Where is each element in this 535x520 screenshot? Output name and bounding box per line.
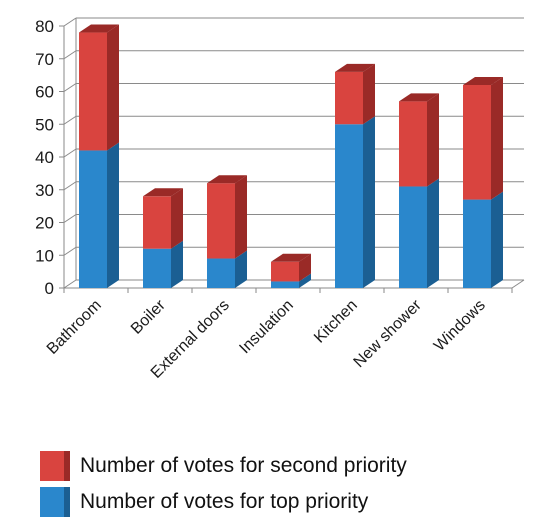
axes	[59, 18, 525, 293]
bar-group	[335, 63, 375, 288]
bar-top	[399, 93, 439, 102]
bar	[143, 196, 171, 249]
bar	[399, 101, 427, 187]
bar-group	[207, 175, 247, 288]
x-tick-label: Boiler	[128, 296, 169, 337]
gridline-side	[63, 148, 77, 158]
y-tick-label: 70	[35, 50, 54, 69]
y-tick-labels: 0 10 20 30 40 50 60 70 80	[35, 17, 54, 298]
bar-side	[171, 240, 183, 288]
bar	[271, 281, 299, 288]
bar-side	[491, 76, 503, 200]
x-tick-label: New shower	[351, 296, 426, 371]
x-tick-label: Windows	[431, 297, 489, 355]
legend: Number of votes for second priority Numb…	[40, 448, 407, 520]
y-tick-label: 40	[35, 148, 54, 167]
bar-side	[427, 93, 439, 187]
bar-top	[207, 175, 247, 184]
y-tick-label: 0	[45, 279, 54, 298]
bar-group	[143, 188, 183, 288]
bar	[207, 258, 235, 288]
legend-swatch-second-priority	[40, 451, 70, 481]
y-tick-label: 60	[35, 83, 54, 102]
bar-side	[235, 175, 247, 259]
bar-side	[299, 253, 311, 282]
x-tick-label: Insulation	[236, 297, 296, 357]
bar-side	[363, 63, 375, 125]
bar-top	[79, 24, 119, 33]
bar	[463, 199, 491, 288]
bar	[143, 248, 171, 288]
floor-edge	[511, 279, 525, 289]
bar	[335, 71, 363, 125]
gridline-side	[63, 214, 77, 223]
grid-lines	[63, 17, 524, 289]
y-tick-label: 20	[35, 214, 54, 233]
y-tick-label: 50	[35, 115, 54, 134]
legend-label-top-priority: Number of votes for top priority	[80, 490, 369, 513]
bar-group	[399, 93, 439, 288]
y-tick-label: 80	[35, 17, 54, 36]
bar	[463, 84, 491, 200]
legend-item-top-priority: Number of votes for top priority	[40, 484, 407, 520]
bar-side	[171, 188, 183, 249]
bar	[335, 124, 363, 288]
y-tick-label: 10	[35, 246, 54, 265]
bar-top	[271, 253, 311, 262]
bar-top	[463, 76, 503, 85]
bar-side	[363, 116, 375, 288]
bar-group	[463, 76, 503, 288]
bar	[79, 150, 107, 288]
bar	[207, 183, 235, 259]
bar	[399, 186, 427, 288]
x-tick-label: Kitchen	[311, 297, 361, 347]
legend-item-second-priority: Number of votes for second priority	[40, 448, 407, 484]
bar-side	[107, 142, 119, 288]
legend-label-second-priority: Number of votes for second priority	[80, 454, 407, 477]
bar-top	[335, 63, 375, 72]
bar	[271, 261, 299, 282]
y-tick-label: 30	[35, 181, 54, 200]
bar-side	[235, 250, 247, 288]
gridline-side	[63, 17, 77, 27]
bar-side	[107, 24, 119, 151]
legend-swatch-top-priority	[40, 487, 70, 517]
bar-group	[79, 24, 119, 288]
x-tick-label: Bathroom	[44, 297, 105, 358]
bar-side	[491, 191, 503, 288]
gridline-side	[63, 50, 77, 60]
gridline-side	[63, 279, 77, 289]
gridline-side	[63, 83, 77, 92]
gridline-side	[63, 246, 77, 256]
bar	[79, 32, 107, 151]
bar-side	[427, 178, 439, 288]
gridline-side	[63, 181, 77, 191]
bar-group	[271, 253, 311, 288]
bar-top	[143, 188, 183, 197]
bars	[79, 24, 503, 288]
gridline-side	[63, 115, 77, 125]
bar-side	[299, 273, 311, 288]
